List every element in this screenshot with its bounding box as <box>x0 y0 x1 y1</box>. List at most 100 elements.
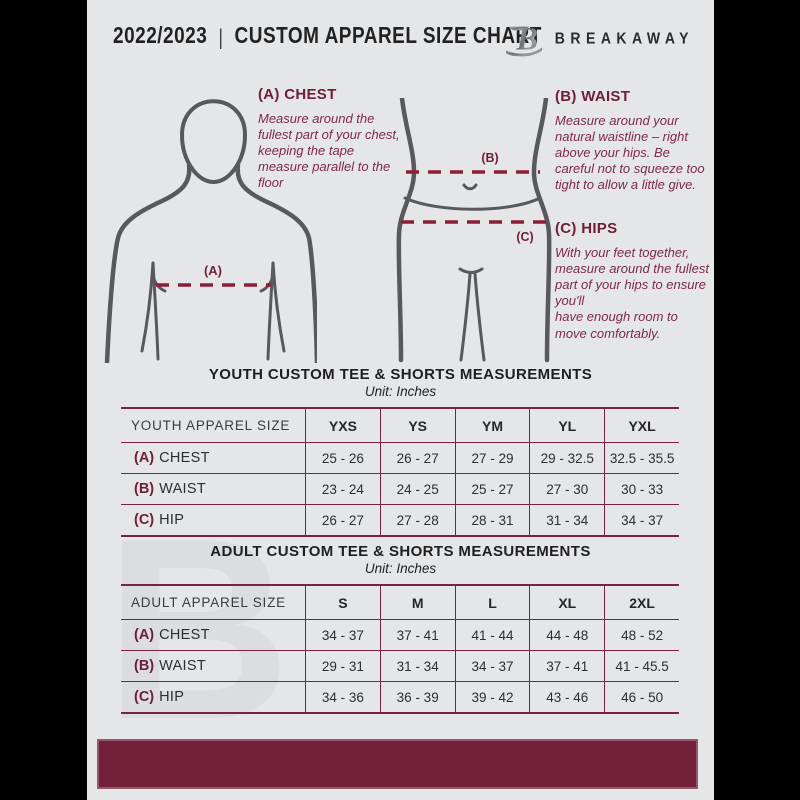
adult-header-xl: XL <box>529 586 605 620</box>
table-cell: 43 - 46 <box>529 682 604 712</box>
chest-marker-label: (A) <box>204 263 222 278</box>
waist-marker-label: (B) <box>481 151 498 165</box>
table-cell: 34 - 37 <box>454 651 530 682</box>
adult-header-m: M <box>379 586 455 620</box>
table-cell: 34 - 37 <box>305 620 380 651</box>
table-cell: 39 - 42 <box>454 682 530 712</box>
footer-bar <box>97 739 698 789</box>
adult-table-unit: Unit: Inches <box>364 561 437 576</box>
youth-header-size: YOUTH APPAREL SIZE <box>121 409 305 443</box>
hips-guide-text: With your feet together, measure around … <box>555 245 709 341</box>
adult-header-size: ADULT APPAREL SIZE <box>121 586 305 620</box>
hips-guide-heading: (C) HIPS <box>555 220 618 237</box>
right-torso-leg-outline <box>531 98 552 363</box>
right-shoulder-arm <box>235 162 317 363</box>
breakaway-logo-icon: B <box>505 21 542 57</box>
hips-guide-block: (C) HIPS With your feet together, measur… <box>555 220 711 342</box>
right-inner-leg <box>473 272 486 362</box>
table-cell: 25 - 27 <box>454 474 530 505</box>
youth-header-yxl: YXL <box>604 409 679 443</box>
brand-group: B BREAKAWAY <box>504 18 694 58</box>
table-cell: 26 - 27 <box>379 443 455 474</box>
table-cell: 34 - 36 <box>305 682 380 712</box>
row-marker: (A) <box>134 627 155 643</box>
left-torso-leg-outline <box>396 98 417 363</box>
row-label-text: WAIST <box>159 481 207 497</box>
youth-header-ys: YS <box>379 409 455 443</box>
lower-body-figure: (B) (C) <box>396 98 552 363</box>
header-title-group: 2022/2023 | CUSTOM APPAREL SIZE CHART <box>113 24 542 51</box>
table-row-label: (A) CHEST <box>121 443 305 474</box>
table-cell: 28 - 31 <box>454 505 530 535</box>
measurement-guide: (A) (B) (C) (A) CHEST Measure <box>87 85 714 369</box>
table-cell: 24 - 25 <box>379 474 455 505</box>
table-row-label: (C) HIP <box>121 682 305 712</box>
left-chest-side <box>151 261 160 361</box>
hip-crease-line <box>403 196 542 211</box>
table-cell: 30 - 33 <box>604 474 679 505</box>
header-divider: | <box>218 24 224 49</box>
table-cell: 25 - 26 <box>305 443 380 474</box>
waist-guide-block: (B) WAIST Measure around your natural wa… <box>555 88 707 194</box>
row-marker: (C) <box>134 689 155 705</box>
youth-header-ym: YM <box>454 409 530 443</box>
table-cell: 27 - 29 <box>454 443 530 474</box>
adult-header-s: S <box>305 586 380 620</box>
season-label: 2022/2023 <box>113 23 208 50</box>
table-cell: 37 - 41 <box>379 620 455 651</box>
youth-table-unit: Unit: Inches <box>364 384 437 399</box>
row-label-text: HIP <box>159 512 185 528</box>
table-cell: 29 - 32.5 <box>529 443 605 474</box>
table-row-label: (A) CHEST <box>121 620 305 651</box>
youth-table-title: YOUTH CUSTOM TEE & SHORTS MEASUREMENTS <box>208 366 593 383</box>
waist-guide-heading: (B) WAIST <box>555 88 631 105</box>
head-outline <box>179 99 248 185</box>
left-shoulder-arm <box>104 162 192 363</box>
upper-body-figure: (A) <box>104 99 317 363</box>
table-cell: 27 - 30 <box>529 474 605 505</box>
youth-size-table: YOUTH APPAREL SIZE YXS YS YM YL YXL (A) … <box>121 407 679 537</box>
adult-header-l: L <box>454 586 530 620</box>
row-label-text: CHEST <box>159 627 210 643</box>
row-marker: (C) <box>134 512 155 528</box>
table-cell: 48 - 52 <box>604 620 679 651</box>
background-watermark-letter: B <box>105 484 292 773</box>
table-cell: 46 - 50 <box>604 682 679 712</box>
row-label-text: HIP <box>159 689 185 705</box>
row-label-text: CHEST <box>159 450 210 466</box>
table-row-label: (C) HIP <box>121 505 305 535</box>
table-cell: 44 - 48 <box>529 620 605 651</box>
left-inner-arm <box>140 261 155 353</box>
table-cell: 41 - 44 <box>454 620 530 651</box>
youth-header-yxs: YXS <box>305 409 380 443</box>
row-marker: (B) <box>134 481 155 497</box>
table-cell: 37 - 41 <box>529 651 605 682</box>
table-row-label: (B) WAIST <box>121 651 305 682</box>
table-cell: 23 - 24 <box>305 474 380 505</box>
adult-table-title: ADULT CUSTOM TEE & SHORTS MEASUREMENTS <box>210 543 591 560</box>
row-label-text: WAIST <box>159 658 207 674</box>
waist-guide-text: Measure around your natural waistline – … <box>555 113 705 193</box>
table-cell: 26 - 27 <box>305 505 380 535</box>
chest-guide-text: Measure around the fullest part of your … <box>258 111 400 191</box>
chest-guide-block: (A) CHEST Measure around the fullest par… <box>258 86 404 192</box>
table-cell: 41 - 45.5 <box>604 651 679 682</box>
youth-header-yl: YL <box>529 409 605 443</box>
page-title: CUSTOM APPAREL SIZE CHART <box>234 23 542 50</box>
crotch-curve <box>458 267 484 274</box>
table-cell: 32.5 - 35.5 <box>604 443 679 474</box>
right-inner-arm <box>271 261 286 353</box>
table-cell: 27 - 28 <box>379 505 455 535</box>
table-cell: 34 - 37 <box>604 505 679 535</box>
belly-button <box>462 183 478 191</box>
size-chart-page: 2022/2023 | CUSTOM APPAREL SIZE CHART B … <box>87 0 714 800</box>
adult-header-2xl: 2XL <box>604 586 679 620</box>
row-marker: (A) <box>134 450 155 466</box>
logo-letter: B <box>515 21 538 57</box>
adult-size-table: ADULT APPAREL SIZE S M L XL 2XL (A) CHES… <box>121 584 679 714</box>
table-cell: 29 - 31 <box>305 651 380 682</box>
table-row-label: (B) WAIST <box>121 474 305 505</box>
row-marker: (B) <box>134 658 155 674</box>
table-cell: 31 - 34 <box>379 651 455 682</box>
table-cell: 31 - 34 <box>529 505 604 535</box>
